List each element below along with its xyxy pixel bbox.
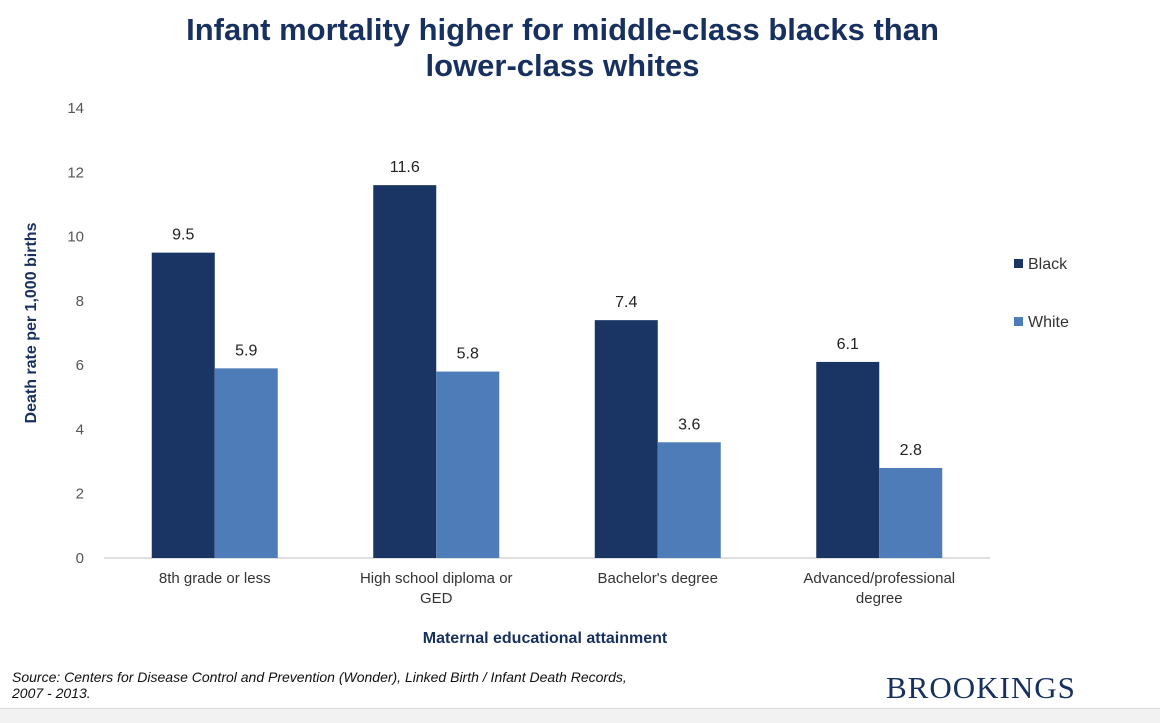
bar-white <box>436 371 500 558</box>
x-tick-label: 8th grade or less <box>159 570 271 587</box>
chart-title-line-2: lower-class whites <box>425 48 700 83</box>
bar-white <box>214 368 278 558</box>
data-label: 5.9 <box>235 342 257 359</box>
y-tick-label: 0 <box>76 550 84 567</box>
bottom-strip <box>0 708 1160 723</box>
bar-black <box>594 320 658 558</box>
y-axis-title: Death rate per 1,000 births <box>23 222 40 423</box>
bar-black <box>151 252 215 558</box>
data-label: 2.8 <box>900 442 922 459</box>
source-line-1: Source: Centers for Disease Control and … <box>12 669 627 685</box>
data-label: 9.5 <box>172 227 194 244</box>
y-tick-label: 8 <box>76 293 84 310</box>
y-tick-label: 10 <box>67 229 84 246</box>
bar-white <box>879 468 943 558</box>
x-tick-label: High school diploma or <box>360 570 513 587</box>
y-tick-label: 2 <box>76 486 84 503</box>
data-label: 3.6 <box>678 416 700 433</box>
legend-label-white: White <box>1028 314 1069 331</box>
legend-swatch-white <box>1014 317 1023 326</box>
y-tick-label: 6 <box>76 357 84 374</box>
brookings-logo: BROOKINGS <box>886 670 1076 705</box>
source-line-2: 2007 - 2013. <box>12 685 91 701</box>
data-label: 6.1 <box>837 336 859 353</box>
bar-black <box>373 185 437 558</box>
data-label: 5.8 <box>457 346 479 363</box>
bar-white <box>657 442 721 558</box>
x-tick-label: degree <box>856 590 903 607</box>
legend-label-black: Black <box>1028 256 1068 273</box>
y-tick-label: 14 <box>67 100 84 117</box>
bar-black <box>816 361 880 558</box>
y-tick-label: 12 <box>67 164 84 181</box>
chart-title: Infant mortality higher for middle-class… <box>0 12 1125 84</box>
x-tick-label: GED <box>420 590 453 607</box>
y-tick-label: 4 <box>76 421 84 438</box>
chart-title-line-1: Infant mortality higher for middle-class… <box>186 12 939 47</box>
legend-swatch-black <box>1014 259 1023 268</box>
bar-chart: 0 2 4 6 8 10 12 14 9.5 11.6 7.4 6.1 5.9 5.8 3.6 2.8 8th … <box>23 100 1069 647</box>
x-tick-label: Advanced/professional <box>803 570 955 587</box>
source-note: Source: Centers for Disease Control and … <box>12 669 832 701</box>
data-label: 11.6 <box>390 159 420 176</box>
data-label: 7.4 <box>615 294 637 311</box>
x-axis-title: Maternal educational attainment <box>423 630 668 647</box>
x-tick-label: Bachelor's degree <box>598 570 718 587</box>
